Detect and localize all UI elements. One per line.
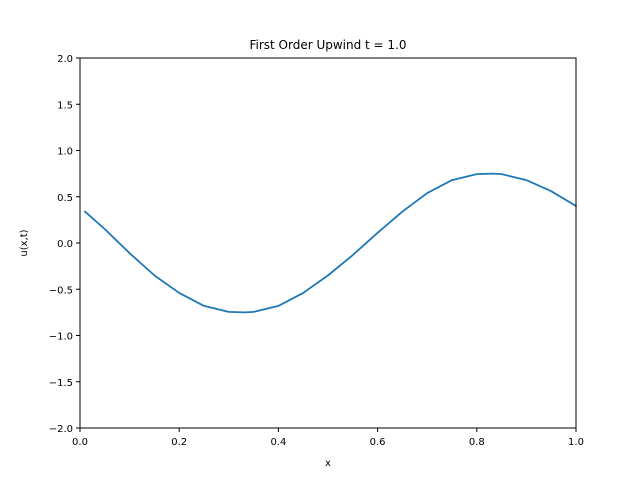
x-tick-label: 0.6 [370, 437, 386, 448]
x-axis-label: x [325, 458, 331, 469]
x-tick-label: 0.2 [171, 437, 187, 448]
y-tick-label: −2.0 [49, 424, 73, 435]
y-tick-label: 2.0 [57, 54, 73, 65]
y-tick-label: −1.5 [49, 378, 73, 389]
x-tick-label: 0.0 [72, 437, 88, 448]
y-tick-label: −1.0 [49, 332, 73, 343]
series-line-0 [84, 172, 577, 314]
axes-frame [79, 57, 577, 429]
x-tick-label: 0.4 [270, 437, 286, 448]
y-axis: −2.0 −1.5 −1.0 −0.5 0.0 0.5 1.0 1.5 2.0 [49, 54, 80, 435]
y-tick-label: 0.5 [57, 193, 73, 204]
x-tick-label: 0.8 [469, 437, 485, 448]
y-tick-label: 0.0 [57, 239, 73, 250]
y-axis-label: u(x,t) [19, 229, 30, 256]
plot-area [84, 172, 577, 314]
y-tick-label: 1.5 [57, 100, 73, 111]
x-axis: 0.0 0.2 0.4 0.6 0.8 1.0 [72, 428, 584, 448]
chart-title: First Order Upwind t = 1.0 [249, 38, 406, 52]
y-tick-label: 1.0 [57, 147, 73, 158]
x-tick-label: 1.0 [568, 437, 584, 448]
y-tick-label: −0.5 [49, 285, 73, 296]
